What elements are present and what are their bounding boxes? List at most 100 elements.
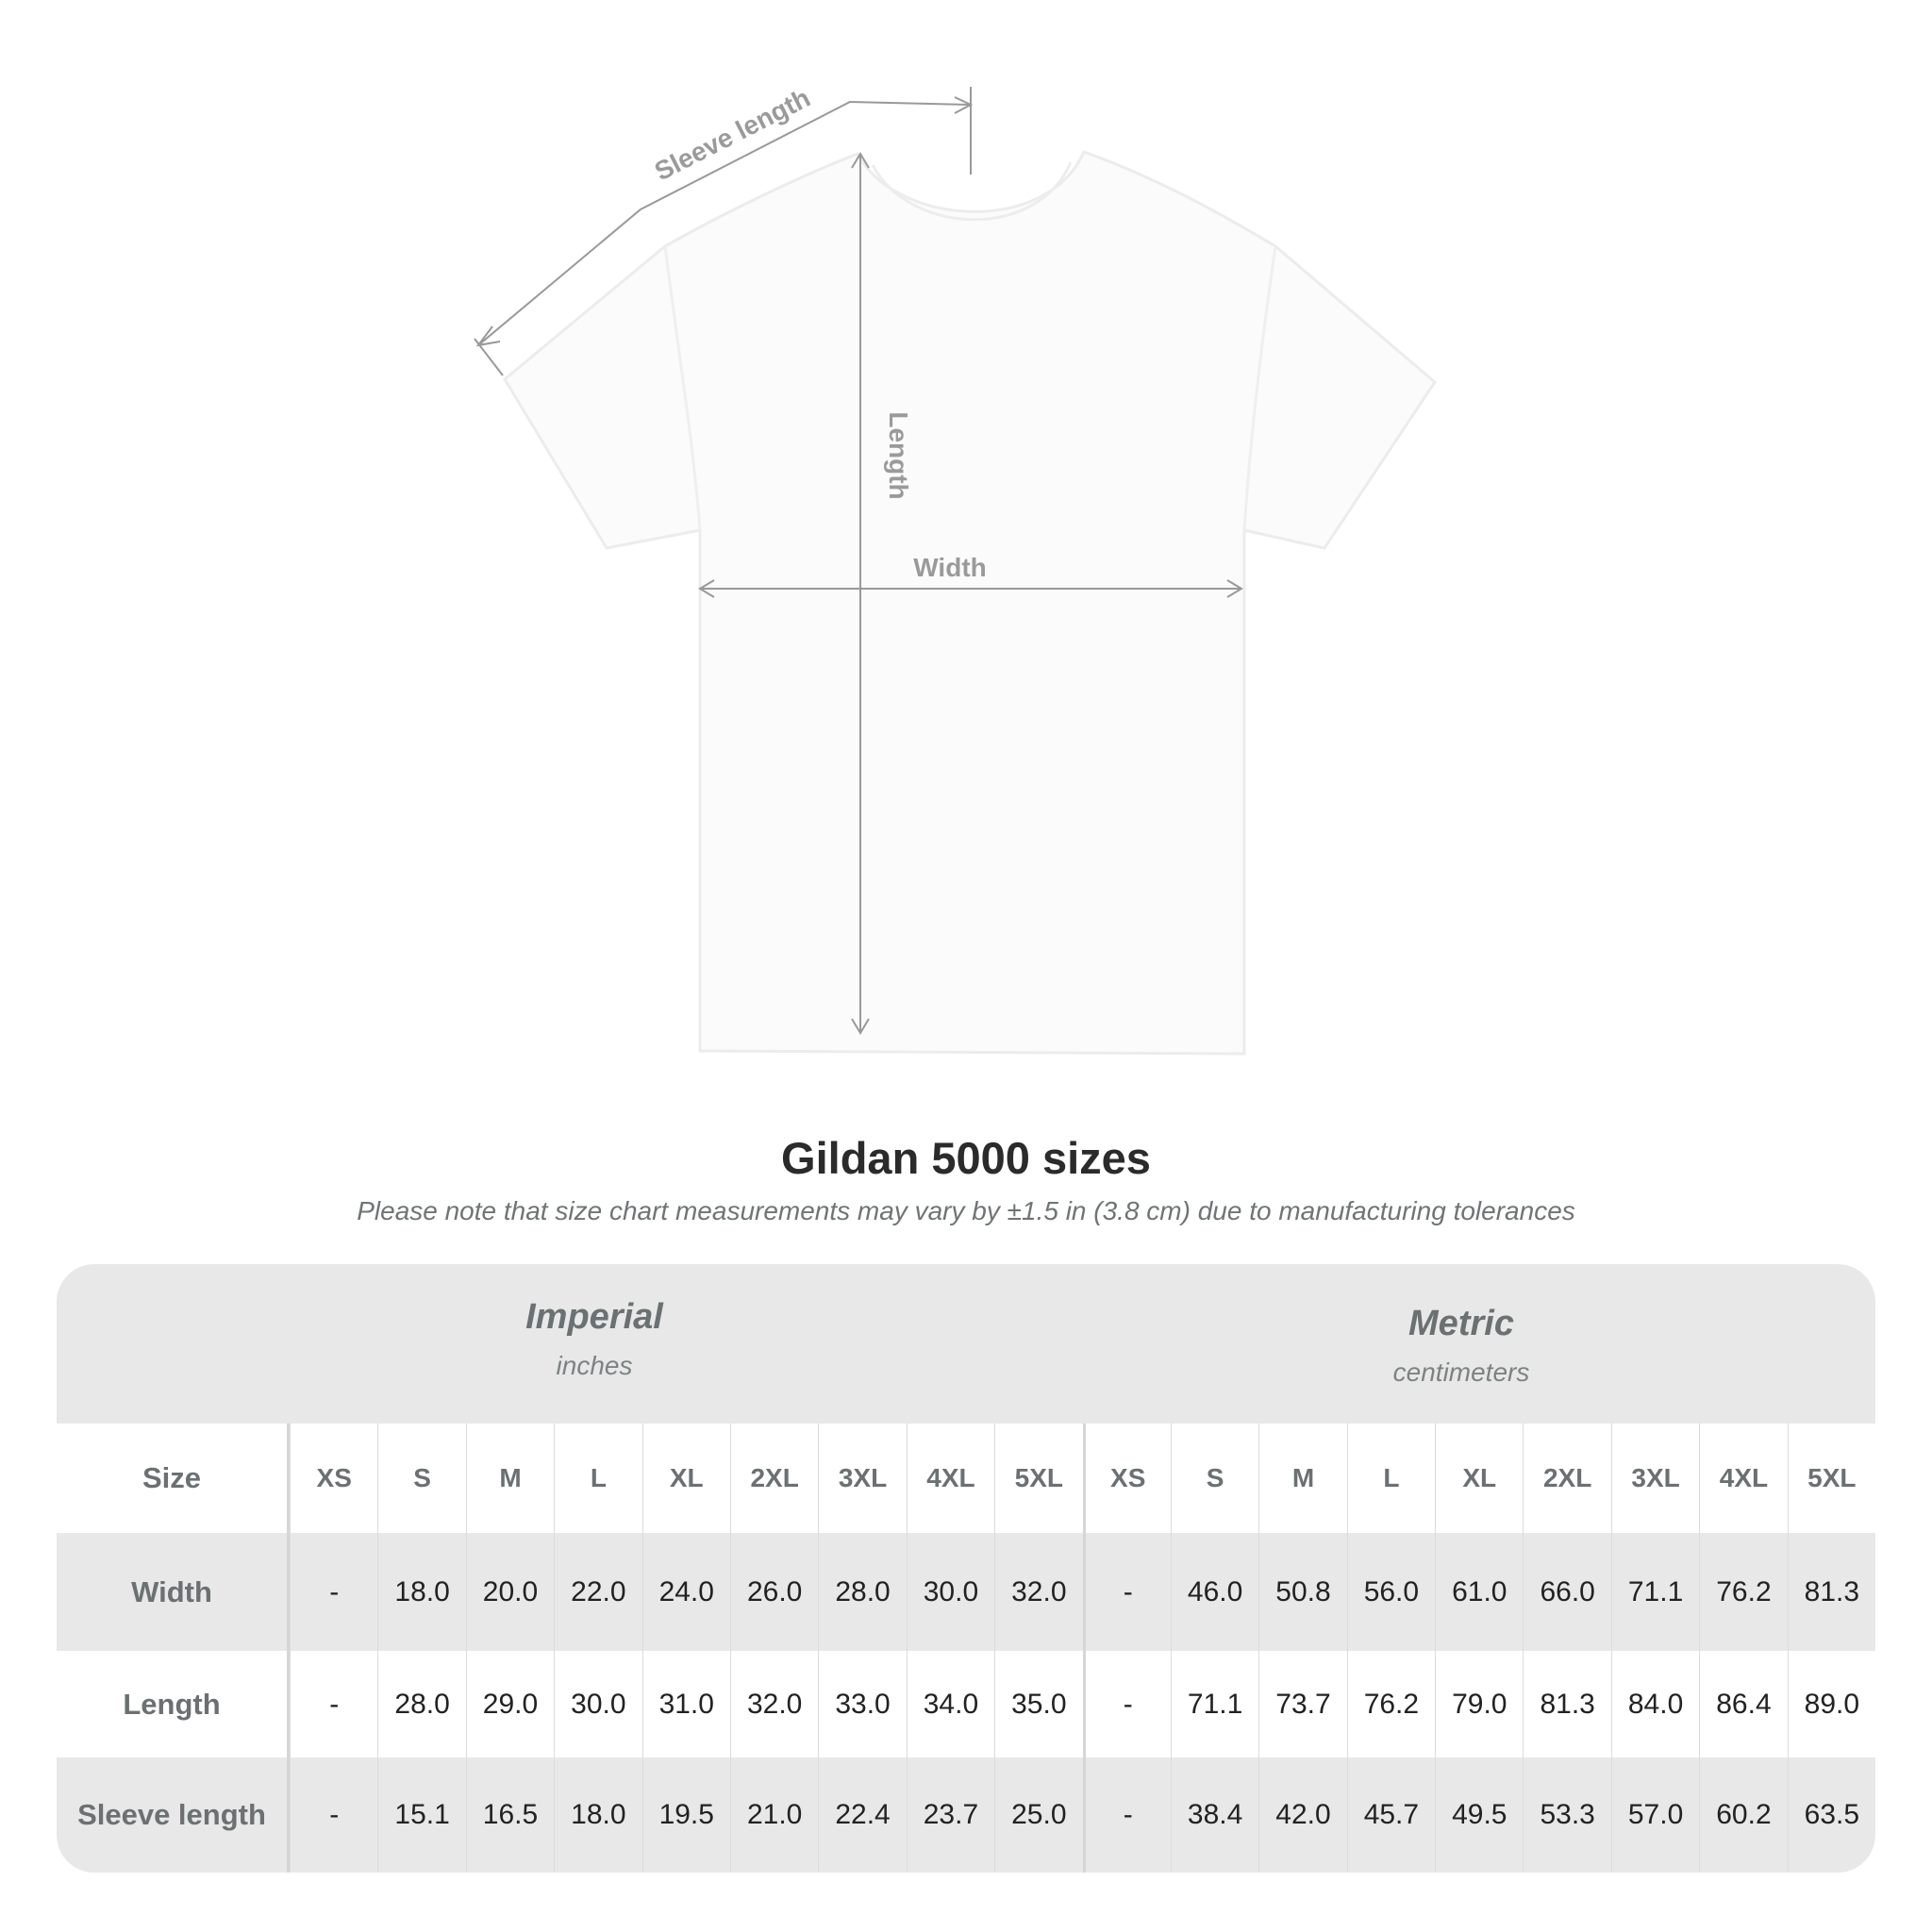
metric-value-cell: 89.0 (1787, 1651, 1875, 1757)
sleeve-length-arrow (474, 87, 974, 376)
metric-value-cell: - (1082, 1651, 1171, 1757)
imperial-size-header: XL (641, 1424, 730, 1533)
metric-value-cell: 63.5 (1787, 1757, 1875, 1873)
imperial-value-cell: 16.5 (465, 1757, 554, 1873)
imperial-unit: inches (556, 1351, 633, 1380)
imperial-value-cell: - (290, 1533, 377, 1651)
metric-size-header: 5XL (1787, 1424, 1875, 1533)
imperial-value-cell: 33.0 (818, 1651, 906, 1757)
imperial-value-cell: 32.0 (729, 1651, 818, 1757)
metric-value-cell: 66.0 (1523, 1533, 1610, 1651)
imperial-title: Imperial (525, 1297, 663, 1337)
length-arrow (851, 152, 870, 1035)
metric-value-cell: - (1082, 1533, 1171, 1651)
metric-value-cell: 61.0 (1435, 1533, 1523, 1651)
metric-unit: centimeters (1392, 1357, 1530, 1387)
metric-value-cell: 84.0 (1610, 1651, 1699, 1757)
imperial-value-cell: 18.0 (377, 1533, 465, 1651)
sleeve-seam-left (663, 245, 702, 531)
metric-value-cell: 81.3 (1523, 1651, 1610, 1757)
size-table: Imperial inches Metric centimeters Size X… (57, 1264, 1875, 1873)
imperial-value-cell: 32.0 (994, 1533, 1082, 1651)
imperial-value-cell: 20.0 (465, 1533, 554, 1651)
width-arrow (698, 579, 1243, 598)
imperial-size-header: 2XL (729, 1424, 818, 1533)
imperial-size-header: S (377, 1424, 465, 1533)
metric-value-cell: 45.7 (1346, 1757, 1435, 1873)
imperial-value-cell: 15.1 (377, 1757, 465, 1873)
metric-value-cell: 53.3 (1523, 1757, 1610, 1873)
table-row: Width -18.0 20.0 22.0 24.0 26.0 28.0 30.0 32.0-4… (57, 1533, 1875, 1651)
imperial-value-cell: 21.0 (729, 1757, 818, 1873)
metric-value-cell: 60.2 (1699, 1757, 1787, 1873)
imperial-size-header: 3XL (818, 1424, 906, 1533)
row-label: Size (57, 1424, 290, 1533)
tshirt-measurement-diagram: Sleeve length Length Width (474, 83, 1437, 1056)
imperial-value-cell: 30.0 (906, 1533, 994, 1651)
metric-value-cell: 81.3 (1787, 1533, 1875, 1651)
metric-size-header: M (1258, 1424, 1346, 1533)
imperial-value-cell: 35.0 (994, 1651, 1082, 1757)
imperial-value-cell: 29.0 (465, 1651, 554, 1757)
imperial-value-cell: 31.0 (641, 1651, 730, 1757)
sleeve-length-label: Sleeve length (650, 83, 815, 187)
tolerance-note: Please note that size chart measurements… (357, 1196, 1575, 1225)
imperial-value-cell: 23.7 (906, 1757, 994, 1873)
imperial-value-cell: 28.0 (818, 1533, 906, 1651)
metric-value-cell: 71.1 (1170, 1651, 1258, 1757)
imperial-size-header: M (465, 1424, 554, 1533)
metric-value-cell: 76.2 (1346, 1651, 1435, 1757)
collar-seam (871, 161, 1073, 222)
metric-value-cell: - (1082, 1757, 1171, 1873)
width-label: Width (913, 553, 987, 582)
metric-size-header: 2XL (1523, 1424, 1610, 1533)
metric-size-header: 4XL (1699, 1424, 1787, 1533)
metric-size-header: 3XL (1610, 1424, 1699, 1533)
imperial-value-cell: 28.0 (377, 1651, 465, 1757)
table-row: Sleeve length -15.1 16.5 18.0 19.5 21.0 22.4 23… (57, 1757, 1875, 1873)
imperial-value-cell: 22.0 (554, 1533, 641, 1651)
metric-value-cell: 38.4 (1170, 1757, 1258, 1873)
metric-value-cell: 50.8 (1258, 1533, 1346, 1651)
metric-size-header: L (1346, 1424, 1435, 1533)
metric-size-header: XL (1435, 1424, 1523, 1533)
imperial-value-cell: 25.0 (994, 1757, 1082, 1873)
page-title: Gildan 5000 sizes (781, 1133, 1151, 1183)
metric-value-cell: 57.0 (1610, 1757, 1699, 1873)
metric-value-cell: 42.0 (1258, 1757, 1346, 1873)
metric-title: Metric (1408, 1304, 1514, 1343)
metric-value-cell: 56.0 (1346, 1533, 1435, 1651)
metric-value-cell: 73.7 (1258, 1651, 1346, 1757)
metric-size-header: S (1170, 1424, 1258, 1533)
imperial-value-cell: 26.0 (729, 1533, 818, 1651)
sleeve-seam-right (1242, 245, 1277, 531)
metric-value-cell: 46.0 (1170, 1533, 1258, 1651)
row-label: Width (57, 1533, 290, 1651)
imperial-size-header: 5XL (994, 1424, 1082, 1533)
size-header-row: Size XS S M L XL 2XL 3XL 4XL 5XL XS S M L XL 2XL 3XL 4XL 5… (57, 1424, 1875, 1533)
row-label: Sleeve length (57, 1757, 290, 1873)
metric-value-cell: 71.1 (1610, 1533, 1699, 1651)
imperial-value-cell: 22.4 (818, 1757, 906, 1873)
imperial-value-cell: - (290, 1651, 377, 1757)
imperial-header: Imperial inches (453, 1297, 736, 1381)
metric-header: Metric centimeters (1320, 1304, 1603, 1388)
imperial-value-cell: 24.0 (641, 1533, 730, 1651)
imperial-value-cell: 30.0 (554, 1651, 641, 1757)
imperial-value-cell: 34.0 (906, 1651, 994, 1757)
table-row: Length -28.0 29.0 30.0 31.0 32.0 33.0 34.0 35.0-… (57, 1651, 1875, 1757)
metric-value-cell: 86.4 (1699, 1651, 1787, 1757)
tshirt-illustration (503, 150, 1437, 1056)
imperial-value-cell: - (290, 1757, 377, 1873)
metric-value-cell: 79.0 (1435, 1651, 1523, 1757)
imperial-value-cell: 19.5 (641, 1757, 730, 1873)
imperial-size-header: L (554, 1424, 641, 1533)
imperial-size-header: XS (290, 1424, 377, 1533)
length-label: Length (884, 411, 913, 499)
metric-value-cell: 49.5 (1435, 1757, 1523, 1873)
imperial-size-header: 4XL (906, 1424, 994, 1533)
imperial-value-cell: 18.0 (554, 1757, 641, 1873)
metric-size-header: XS (1082, 1424, 1171, 1533)
metric-value-cell: 76.2 (1699, 1533, 1787, 1651)
row-label: Length (57, 1651, 290, 1757)
